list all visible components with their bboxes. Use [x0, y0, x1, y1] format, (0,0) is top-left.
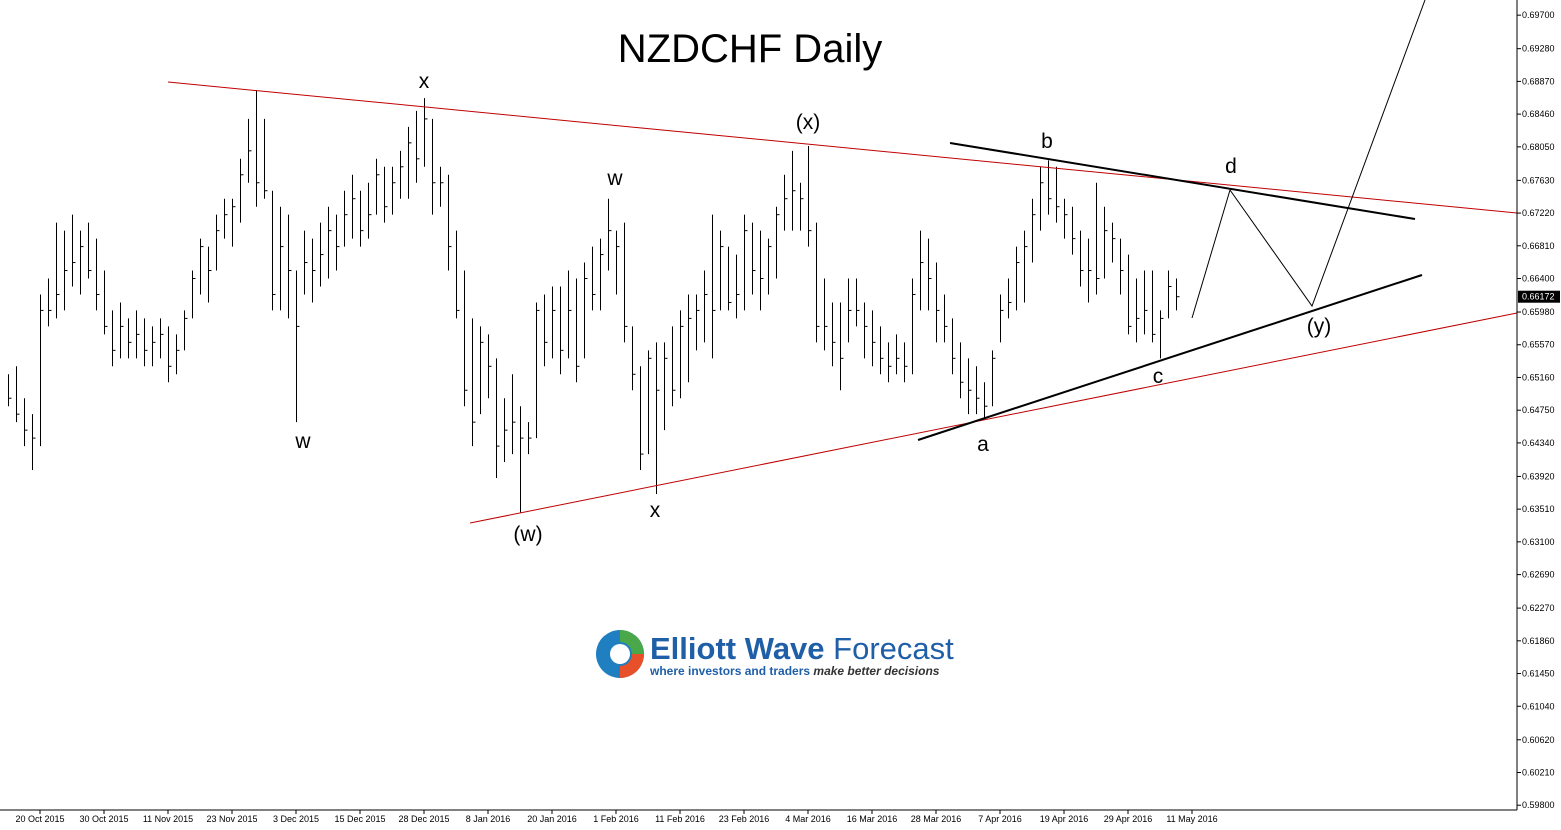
x-tick-label: 11 Feb 2016 — [655, 814, 705, 824]
chart-title: NZDCHF Daily — [618, 27, 882, 71]
last-price-box — [1518, 290, 1560, 303]
x-tick-label: 11 May 2016 — [1166, 814, 1217, 824]
x-tick-label: 29 Apr 2016 — [1104, 814, 1153, 824]
x-tick-label: 30 Oct 2015 — [79, 814, 128, 824]
logo-tagline: where investors and traders make better … — [649, 664, 940, 678]
logo-icon-part — [620, 654, 644, 678]
y-tick-label: 0.68050 — [1522, 142, 1555, 152]
x-tick-label: 23 Feb 2016 — [719, 814, 770, 824]
x-tick-label: 19 Apr 2016 — [1040, 814, 1089, 824]
wave-label: x — [419, 70, 430, 93]
logo-tagline-1: where investors and traders — [649, 664, 810, 678]
x-tick-label: 23 Nov 2015 — [206, 814, 257, 824]
y-tick-label: 0.62690 — [1522, 570, 1555, 580]
logo-icon-center — [610, 644, 630, 664]
y-tick-label: 0.64340 — [1522, 438, 1555, 448]
y-tick-label: 0.63510 — [1522, 504, 1555, 514]
x-tick-label: 20 Jan 2016 — [527, 814, 577, 824]
wave-label: x — [650, 499, 661, 522]
y-tick-label: 0.67630 — [1522, 175, 1555, 185]
x-tick-label: 1 Feb 2016 — [593, 814, 639, 824]
wave-label: (w) — [513, 523, 542, 546]
x-tick-label: 20 Oct 2015 — [15, 814, 64, 824]
y-tick-label: 0.63100 — [1522, 537, 1555, 547]
wave-label: (x) — [796, 111, 821, 134]
y-tick-label: 0.65980 — [1522, 307, 1555, 317]
x-tick-label: 11 Nov 2015 — [143, 814, 193, 824]
wave-label: c — [1153, 365, 1164, 388]
y-tick-label: 0.61860 — [1522, 636, 1555, 646]
last-price-label: 0.66172 — [1522, 292, 1555, 302]
y-tick-label: 0.65160 — [1522, 372, 1555, 382]
wave-label: w — [294, 430, 311, 453]
y-tick-label: 0.66400 — [1522, 274, 1555, 284]
bars — [8, 90, 1180, 513]
y-tick-label: 0.68460 — [1522, 109, 1555, 119]
y-tick-label: 0.63920 — [1522, 471, 1555, 481]
x-tick-label: 4 Mar 2016 — [785, 814, 831, 824]
logo: Elliott Wave Forecast where investors an… — [596, 630, 954, 678]
projection-path — [1191, 0, 1426, 319]
upper-channel-line — [167, 81, 1518, 214]
x-tick-label: 8 Jan 2016 — [466, 814, 511, 824]
logo-icon-part — [620, 630, 644, 654]
wave-label: b — [1041, 130, 1053, 153]
wave-label: d — [1225, 155, 1237, 178]
y-tick-label: 0.68870 — [1522, 76, 1555, 86]
y-tick-label: 0.61450 — [1522, 669, 1555, 679]
x-tick-label: 3 Dec 2015 — [273, 814, 319, 824]
y-tick-label: 0.59800 — [1522, 800, 1555, 810]
y-tick-label: 0.60620 — [1522, 735, 1555, 745]
logo-name-bold: Elliott Wave — [650, 631, 825, 666]
y-tick-label: 0.61040 — [1522, 701, 1555, 711]
y-tick-label: 0.65570 — [1522, 340, 1555, 350]
wave-label: a — [977, 433, 989, 456]
x-tick-label: 28 Mar 2016 — [911, 814, 962, 824]
x-tick-label: 15 Dec 2015 — [334, 814, 385, 824]
x-tick-label: 28 Dec 2015 — [398, 814, 449, 824]
y-tick-label: 0.69280 — [1522, 44, 1555, 54]
wave-label: (y) — [1307, 315, 1332, 338]
x-tick-label: 7 Apr 2016 — [978, 814, 1022, 824]
y-tick-label: 0.62270 — [1522, 603, 1555, 613]
logo-name: Elliott Wave Forecast — [650, 631, 954, 666]
y-tick-label: 0.60210 — [1522, 767, 1555, 777]
trendlines — [167, 0, 1518, 524]
lower-channel-line — [469, 312, 1518, 524]
x-tick-label: 16 Mar 2016 — [847, 814, 898, 824]
wave-label: w — [606, 167, 623, 190]
logo-name-light: Forecast — [833, 631, 954, 666]
y-tick-label: 0.67220 — [1522, 208, 1555, 218]
y-tick-label: 0.66810 — [1522, 241, 1555, 251]
triangle-upper-line — [949, 142, 1416, 220]
wave-labels: w x (x) w b d (w) x a c (y) — [294, 70, 1331, 546]
y-tick-label: 0.64750 — [1522, 405, 1555, 415]
triangle-lower-line — [917, 274, 1423, 441]
y-tick-label: 0.69700 — [1522, 10, 1555, 20]
logo-tagline-2: make better decisions — [813, 664, 939, 678]
